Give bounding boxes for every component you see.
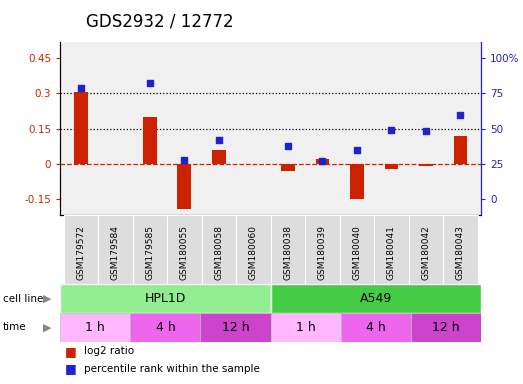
Text: 12 h: 12 h <box>222 321 249 334</box>
Text: ▶: ▶ <box>43 322 51 333</box>
Text: GSM180038: GSM180038 <box>283 225 292 280</box>
Point <box>180 157 189 163</box>
Bar <box>408 215 443 284</box>
Bar <box>130 313 200 342</box>
Text: 4 h: 4 h <box>366 321 386 334</box>
Bar <box>341 313 411 342</box>
Bar <box>443 215 477 284</box>
Bar <box>271 284 481 313</box>
Bar <box>384 164 399 169</box>
Bar <box>177 164 191 209</box>
Text: ■: ■ <box>65 362 77 375</box>
Bar <box>419 164 433 166</box>
Point <box>422 128 430 134</box>
Bar <box>271 313 341 342</box>
Text: GSM180040: GSM180040 <box>353 225 361 280</box>
Text: GSM180043: GSM180043 <box>456 225 465 280</box>
Text: log2 ratio: log2 ratio <box>84 346 134 356</box>
Text: ▶: ▶ <box>43 293 51 304</box>
Text: time: time <box>3 322 26 333</box>
Bar <box>64 215 98 284</box>
Bar <box>236 215 271 284</box>
Text: GSM179584: GSM179584 <box>111 225 120 280</box>
Bar <box>305 215 339 284</box>
Bar <box>374 215 408 284</box>
Bar <box>411 313 481 342</box>
Text: GSM180058: GSM180058 <box>214 225 223 280</box>
Bar <box>339 215 374 284</box>
Point <box>283 142 292 149</box>
Text: GSM180055: GSM180055 <box>180 225 189 280</box>
Text: GSM180042: GSM180042 <box>422 225 430 280</box>
Text: 1 h: 1 h <box>296 321 315 334</box>
Bar <box>60 284 271 313</box>
Bar <box>453 136 468 164</box>
Text: GSM180060: GSM180060 <box>249 225 258 280</box>
Text: HPL1D: HPL1D <box>145 292 186 305</box>
Bar <box>74 92 88 164</box>
Point <box>215 137 223 143</box>
Bar <box>98 215 133 284</box>
Text: cell line: cell line <box>3 293 43 304</box>
Text: ■: ■ <box>65 345 77 358</box>
Text: 4 h: 4 h <box>155 321 175 334</box>
Text: percentile rank within the sample: percentile rank within the sample <box>84 364 259 374</box>
Bar <box>350 164 364 199</box>
Bar <box>212 150 226 164</box>
Bar <box>281 164 295 171</box>
Text: 12 h: 12 h <box>433 321 460 334</box>
Bar <box>200 313 271 342</box>
Point <box>456 111 464 118</box>
Text: GSM179585: GSM179585 <box>145 225 154 280</box>
Point <box>77 84 85 91</box>
Bar <box>60 313 130 342</box>
Point <box>387 127 395 133</box>
Bar <box>167 215 202 284</box>
Text: GSM179572: GSM179572 <box>76 225 85 280</box>
Bar <box>315 159 329 164</box>
Bar <box>133 215 167 284</box>
Text: GSM180039: GSM180039 <box>318 225 327 280</box>
Point <box>318 158 326 164</box>
Text: A549: A549 <box>360 292 392 305</box>
Bar <box>202 215 236 284</box>
Text: GSM180041: GSM180041 <box>387 225 396 280</box>
Bar <box>271 215 305 284</box>
Point <box>146 80 154 86</box>
Bar <box>143 117 157 164</box>
Text: 1 h: 1 h <box>85 321 105 334</box>
Text: GDS2932 / 12772: GDS2932 / 12772 <box>86 13 234 31</box>
Point <box>353 147 361 153</box>
